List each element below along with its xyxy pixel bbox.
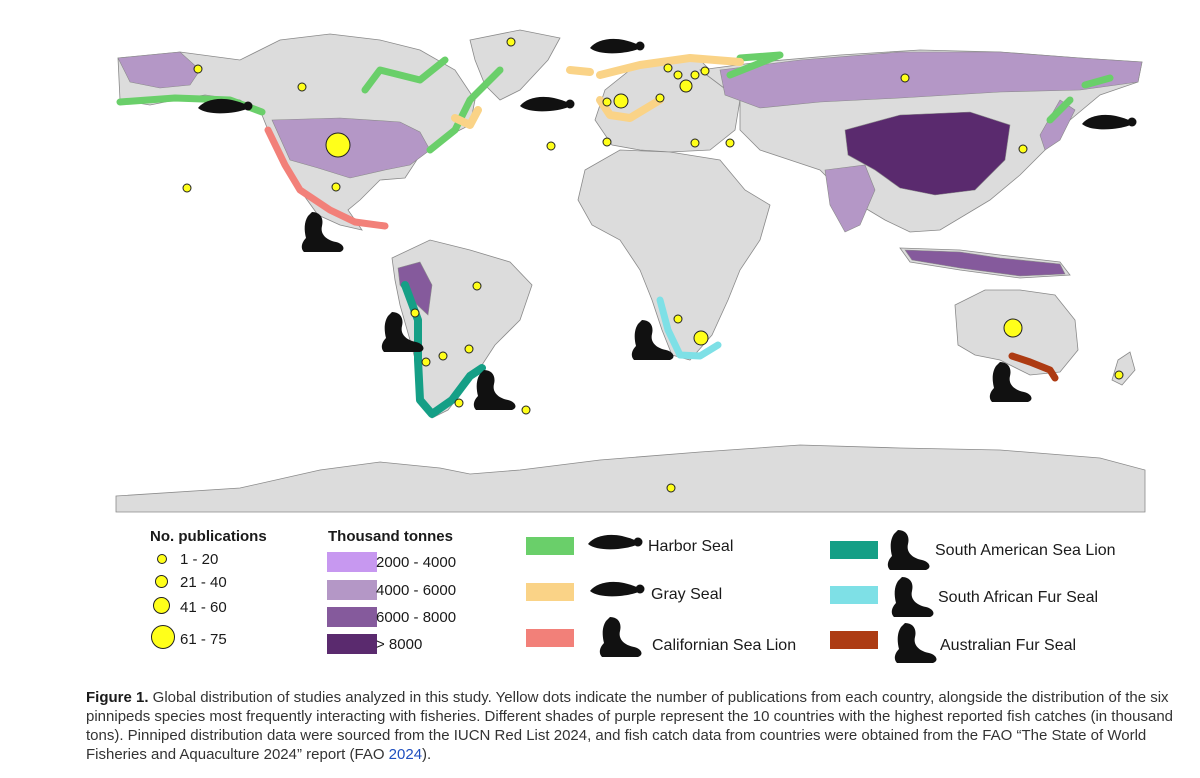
seal-icon (1082, 114, 1137, 130)
sea-lion-icon (473, 370, 516, 410)
south-american-sea-lion-swatch (830, 541, 878, 559)
gray-seal-label: Gray Seal (651, 586, 723, 603)
seal-icon (588, 534, 643, 550)
caption-text: Global distribution of studies analyzed … (86, 689, 1174, 763)
californian-sea-lion-label: Californian Sea Lion (652, 637, 797, 654)
sea-lion-icon (599, 617, 642, 657)
publication-dot (521, 405, 531, 415)
publication-dots-layer (182, 37, 1124, 493)
catch-color-swatch (327, 580, 377, 600)
seal-icon (590, 581, 645, 597)
india-region (824, 164, 876, 233)
publication-dot (693, 330, 709, 346)
fur-seal-icon (891, 577, 934, 617)
catch-color-swatch (327, 552, 377, 572)
caption-label: Figure 1. (86, 689, 149, 706)
publication-dot (690, 70, 700, 80)
catch-legend-label: 4000 - 6000 (376, 582, 457, 599)
catch-legend-label: 6000 - 8000 (376, 609, 457, 626)
russia-region (719, 51, 1143, 109)
australian-fur-seal-label: Australian Fur Seal (940, 637, 1077, 654)
publications-legend-label: 21 - 40 (180, 574, 227, 591)
catch-legend-title: Thousand tonnes (328, 528, 453, 545)
publications-legend-label: 41 - 60 (180, 599, 227, 616)
publication-dot (297, 82, 307, 92)
fish-catch-layer (117, 51, 1143, 316)
catch-legend-label: 2000 - 4000 (376, 554, 457, 571)
africa-landmass (577, 149, 771, 361)
figure-caption: Figure 1. Global distribution of studies… (86, 688, 1186, 764)
publication-dot (421, 357, 431, 367)
publication-dot (679, 79, 693, 93)
publications-legend-label: 1 - 20 (180, 551, 219, 568)
australian-fur-seal-range (1008, 352, 1059, 382)
publication-dot (182, 183, 192, 193)
publication-dot (700, 66, 710, 76)
publication-dot (438, 351, 448, 361)
publication-dot (673, 314, 683, 324)
harbor-seal-range (116, 51, 1114, 154)
south-american-sea-lion-label: South American Sea Lion (935, 542, 1116, 559)
australian-fur-seal-swatch (830, 631, 878, 649)
indonesia-region (904, 249, 1066, 277)
publication-dot (602, 137, 612, 147)
harbor-seal-swatch (526, 537, 574, 555)
gray-seal-range (451, 54, 744, 129)
catch-color-swatch (327, 607, 377, 627)
californian-sea-lion-range (264, 126, 389, 230)
japan-region (1039, 99, 1076, 151)
publication-dot (673, 70, 683, 80)
south-african-fur-seal-swatch (830, 586, 878, 604)
publication-dot (325, 132, 351, 158)
china-region (844, 111, 1011, 196)
new-zealand-landmass (1111, 351, 1136, 386)
publication-dot (506, 37, 516, 47)
citation-link[interactable]: 2024 (388, 746, 423, 763)
world-map (115, 29, 1146, 513)
species-range-layer (116, 51, 1114, 418)
antarctica-landmass (115, 444, 1146, 513)
peru-region (397, 261, 433, 316)
usa-region (271, 117, 431, 179)
caption-end: ). (422, 746, 432, 763)
catch-legend-label: > 8000 (376, 636, 423, 653)
publication-size-marker (151, 625, 175, 649)
greenland-landmass (469, 29, 561, 101)
publication-dot (410, 308, 420, 318)
south-american-sea-lion-range (401, 281, 486, 418)
alaska-region (117, 51, 201, 89)
publication-dot (602, 97, 612, 107)
publication-dot (900, 73, 910, 83)
publication-size-marker (153, 597, 170, 614)
publication-dot (1003, 318, 1023, 338)
publications-legend-label: 61 - 75 (180, 631, 227, 648)
publication-size-marker (155, 575, 168, 588)
publication-dot (613, 93, 629, 109)
publication-dot (546, 141, 556, 151)
fur-seal-icon (894, 623, 937, 663)
catch-color-swatch (327, 634, 377, 654)
south-african-fur-seal-label: South African Fur Seal (938, 589, 1099, 606)
publication-dot (331, 182, 341, 192)
seal-icon (590, 38, 645, 54)
publication-dot (655, 93, 665, 103)
publication-dot (666, 483, 676, 493)
publication-dot (725, 138, 735, 148)
sea-lion-icon (887, 530, 930, 570)
south-african-fur-seal-range (656, 296, 722, 360)
publication-dot (1018, 144, 1028, 154)
publication-dot (464, 344, 474, 354)
harbor-seal-label: Harbor Seal (648, 538, 734, 555)
publication-dot (193, 64, 203, 74)
publications-legend-title: No. publications (150, 528, 267, 545)
californian-sea-lion-swatch (526, 629, 574, 647)
publication-dot (1114, 370, 1124, 380)
publication-dot (663, 63, 673, 73)
publication-dot (454, 398, 464, 408)
seal-icon (520, 96, 575, 112)
gray-seal-swatch (526, 583, 574, 601)
publication-dot (690, 138, 700, 148)
publication-size-marker (157, 554, 167, 564)
publication-dot (472, 281, 482, 291)
